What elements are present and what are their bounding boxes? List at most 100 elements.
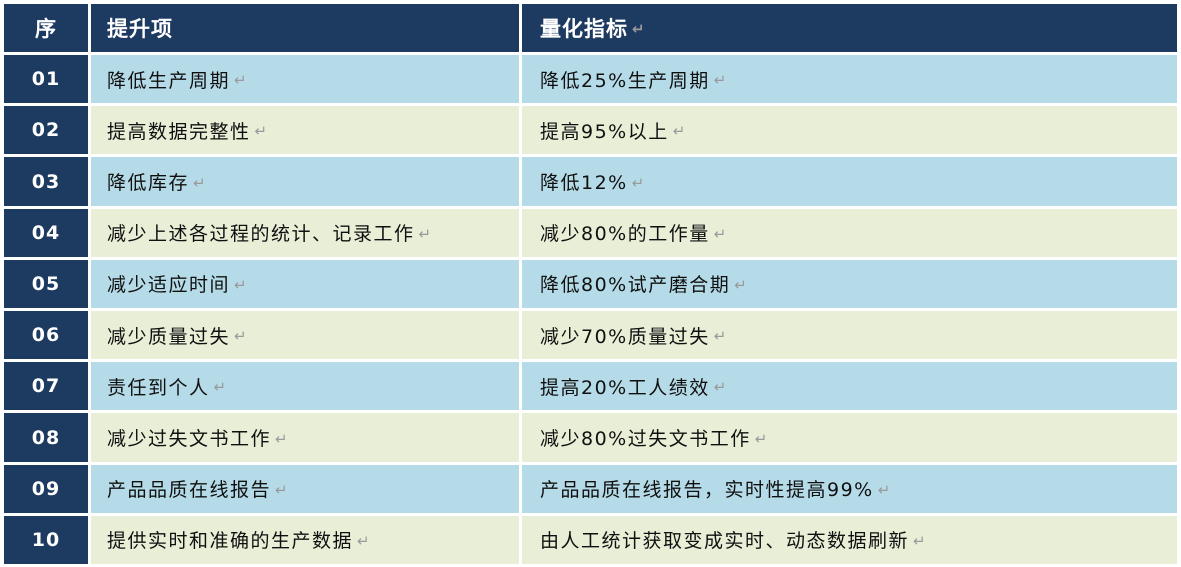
cell-seq-label: 03 — [31, 170, 61, 193]
cell-item-label: 减少适应时间 — [107, 274, 231, 297]
cell-seq-label: 01 — [31, 68, 61, 91]
column-header-seq-label: 序 — [35, 17, 57, 41]
cell-metric: 降低12% ↵ — [522, 157, 1177, 206]
cell-metric-label: 降低80%试产磨合期 — [540, 274, 731, 297]
paragraph-return-icon: ↵ — [234, 275, 249, 294]
cell-item-label: 降低生产周期 — [107, 69, 231, 92]
cell-metric-label: 提高95%以上 — [540, 120, 669, 143]
table-row: 01 降低生产周期 ↵ 降低25%生产周期 ↵ — [4, 55, 1177, 104]
cell-item: 责任到个人 ↵ — [91, 362, 519, 411]
cell-seq: 02 — [4, 106, 88, 155]
paragraph-return-icon: ↵ — [713, 378, 728, 397]
cell-item-label: 减少质量过失 — [107, 325, 231, 348]
cell-metric: 减少80%过失文书工作 ↵ — [522, 413, 1177, 462]
column-header-metric: 量化指标 ↵ — [522, 4, 1177, 52]
paragraph-return-icon: ↵ — [913, 531, 928, 550]
column-header-metric-label: 量化指标 — [540, 17, 628, 41]
cell-seq: 08 — [4, 413, 88, 462]
paragraph-return-icon: ↵ — [713, 224, 728, 243]
table-row: 05 减少适应时间 ↵ 降低80%试产磨合期 ↵ — [4, 259, 1177, 309]
cell-item: 减少适应时间 ↵ — [91, 259, 519, 309]
cell-metric: 降低25%生产周期 ↵ — [522, 55, 1177, 104]
cell-metric: 降低80%试产磨合期 ↵ — [522, 259, 1177, 309]
cell-seq-label: 06 — [31, 324, 61, 347]
table-row: 06 减少质量过失 ↵ 减少70%质量过失 ↵ — [4, 311, 1177, 360]
cell-metric: 产品品质在线报告，实时性提高99% ↵ — [522, 464, 1177, 513]
table-row: 04 减少上述各过程的统计、记录工作 ↵ 减少80%的工作量 ↵ — [4, 208, 1177, 257]
table-row: 03 降低库存 ↵ 降低12% ↵ — [4, 157, 1177, 206]
cell-seq: 07 — [4, 362, 88, 411]
cell-metric: 提高95%以上 ↵ — [522, 106, 1177, 155]
cell-seq-label: 02 — [31, 119, 61, 142]
paragraph-return-icon: ↵ — [672, 122, 687, 141]
cell-seq-label: 08 — [31, 426, 61, 449]
paragraph-return-icon: ↵ — [734, 275, 749, 294]
cell-metric-label: 由人工统计获取变成实时、动态数据刷新 — [540, 530, 910, 553]
cell-seq: 01 — [4, 55, 88, 104]
column-header-seq: 序 — [4, 4, 88, 52]
table-header-row: 序 提升项 量化指标 ↵ — [4, 4, 1177, 52]
cell-metric-label: 提高20%工人绩效 — [540, 376, 710, 399]
table-row: 08 减少过失文书工作 ↵ 减少80%过失文书工作 ↵ — [4, 413, 1177, 462]
paragraph-return-icon: ↵ — [234, 71, 249, 90]
cell-item: 降低生产周期 ↵ — [91, 55, 519, 104]
paragraph-return-icon: ↵ — [754, 429, 769, 448]
cell-metric-label: 减少70%质量过失 — [540, 325, 710, 348]
cell-item: 减少质量过失 ↵ — [91, 311, 519, 360]
cell-item-label: 减少上述各过程的统计、记录工作 — [107, 223, 415, 246]
paragraph-return-icon: ↵ — [418, 224, 433, 243]
cell-metric-label: 降低25%生产周期 — [540, 69, 710, 92]
table-row: 09 产品品质在线报告 ↵ 产品品质在线报告，实时性提高99% ↵ — [4, 464, 1177, 513]
paragraph-return-icon: ↵ — [275, 429, 290, 448]
cell-metric: 减少70%质量过失 ↵ — [522, 311, 1177, 360]
paragraph-return-icon: ↵ — [254, 122, 269, 141]
cell-seq: 10 — [4, 515, 88, 565]
cell-item: 减少过失文书工作 ↵ — [91, 413, 519, 462]
cell-item-label: 产品品质在线报告 — [107, 479, 272, 502]
cell-item: 减少上述各过程的统计、记录工作 ↵ — [91, 208, 519, 257]
cell-seq-label: 07 — [31, 375, 61, 398]
cell-item: 产品品质在线报告 ↵ — [91, 464, 519, 513]
cell-item-label: 降低库存 — [107, 172, 190, 194]
cell-metric-label: 降低12% — [540, 172, 628, 194]
cell-item-label: 提高数据完整性 — [107, 120, 251, 143]
cell-metric: 由人工统计获取变成实时、动态数据刷新 ↵ — [522, 515, 1177, 565]
column-header-item-label: 提升项 — [107, 17, 173, 41]
table-row: 02 提高数据完整性 ↵ 提高95%以上 ↵ — [4, 106, 1177, 155]
cell-seq-label: 10 — [31, 528, 61, 551]
cell-item-label: 减少过失文书工作 — [107, 428, 272, 451]
paragraph-return-icon: ↵ — [213, 378, 228, 397]
paragraph-return-icon: ↵ — [877, 480, 892, 499]
cell-item: 提供实时和准确的生产数据 ↵ — [91, 515, 519, 565]
cell-metric: 提高20%工人绩效 ↵ — [522, 362, 1177, 411]
paragraph-return-icon: ↵ — [713, 327, 728, 346]
cell-metric: 减少80%的工作量 ↵ — [522, 208, 1177, 257]
paragraph-return-icon: ↵ — [193, 173, 208, 192]
cell-seq: 06 — [4, 311, 88, 360]
table-rows: 01 降低生产周期 ↵ 降低25%生产周期 ↵ 02 提高数据完整性 ↵ 提高95%以上 ↵ 03 降… — [4, 55, 1177, 565]
cell-seq-label: 04 — [31, 221, 61, 244]
cell-seq-label: 05 — [31, 272, 61, 295]
cell-item-label: 提供实时和准确的生产数据 — [107, 530, 354, 553]
cell-seq: 04 — [4, 208, 88, 257]
paragraph-return-icon: ↵ — [713, 71, 728, 90]
paragraph-return-icon: ↵ — [632, 20, 646, 38]
table-row: 10 提供实时和准确的生产数据 ↵ 由人工统计获取变成实时、动态数据刷新 ↵ — [4, 515, 1177, 565]
cell-metric-label: 减少80%过失文书工作 — [540, 428, 751, 451]
cell-seq: 09 — [4, 464, 88, 513]
table-row: 07 责任到个人 ↵ 提高20%工人绩效 ↵ — [4, 362, 1177, 411]
cell-item: 提高数据完整性 ↵ — [91, 106, 519, 155]
paragraph-return-icon: ↵ — [631, 173, 646, 192]
cell-seq-label: 09 — [31, 477, 61, 500]
cell-seq: 05 — [4, 259, 88, 309]
cell-metric-label: 减少80%的工作量 — [540, 223, 710, 246]
paragraph-return-icon: ↵ — [275, 480, 290, 499]
cell-item: 降低库存 ↵ — [91, 157, 519, 206]
paragraph-return-icon: ↵ — [234, 327, 249, 346]
cell-item-label: 责任到个人 — [107, 376, 210, 399]
paragraph-return-icon: ↵ — [357, 531, 372, 550]
column-header-item: 提升项 — [91, 4, 519, 52]
cell-metric-label: 产品品质在线报告，实时性提高99% — [540, 479, 874, 502]
